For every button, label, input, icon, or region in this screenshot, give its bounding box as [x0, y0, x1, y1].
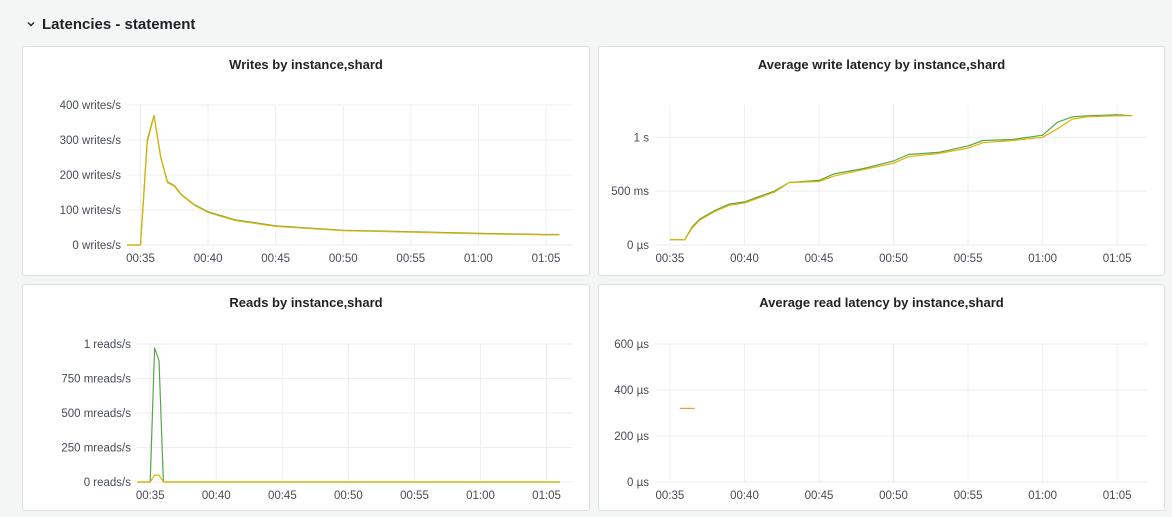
x-tick-label: 00:45 [805, 490, 834, 502]
x-tick-label: 01:00 [1028, 490, 1057, 502]
y-tick-label: 1 reads/s [84, 339, 132, 351]
row-header-latencies-statement[interactable]: Latencies - statement [26, 12, 195, 36]
x-tick-label: 01:05 [532, 490, 561, 502]
x-tick-label: 00:40 [194, 253, 223, 265]
series-line-1 [669, 115, 1133, 241]
y-tick-label: 500 mreads/s [61, 408, 131, 420]
y-tick-label: 1 s [634, 132, 650, 144]
series-line-0 [669, 114, 1133, 241]
x-tick-label: 01:00 [464, 253, 493, 265]
x-tick-label: 00:55 [396, 253, 425, 265]
x-tick-label: 00:35 [656, 253, 685, 265]
row-title: Latencies - statement [42, 15, 196, 33]
chart-writes: 0 writes/s 100 writes/s 200 writes/s 300 wr… [60, 100, 573, 265]
panel-title[interactable]: Average read latency by instance,shard [759, 295, 1004, 310]
y-tick-label: 200 µs [614, 431, 649, 443]
series-line-1 [127, 115, 560, 246]
y-tick-label: 100 writes/s [60, 205, 122, 217]
x-tick-label: 00:50 [334, 490, 363, 502]
y-tick-label: 750 mreads/s [61, 374, 131, 386]
chevron-down-icon [27, 22, 35, 27]
series-line-1 [137, 474, 560, 483]
x-tick-label: 00:35 [126, 253, 155, 265]
x-tick-label: 00:45 [261, 253, 290, 265]
y-tick-label: 0 reads/s [84, 477, 132, 489]
panel-title[interactable]: Writes by instance,shard [229, 57, 383, 72]
x-tick-label: 00:50 [879, 253, 908, 265]
panel-title[interactable]: Reads by instance,shard [229, 295, 383, 310]
x-tick-label: 00:55 [954, 490, 983, 502]
chart-reads: 0 reads/s 250 mreads/s 500 mreads/s 750 mre… [61, 339, 573, 502]
x-tick-label: 01:05 [532, 253, 561, 265]
x-tick-label: 01:05 [1103, 490, 1132, 502]
x-tick-label: 01:00 [1028, 253, 1057, 265]
chart-average-read-latency: 0 µs 200 µs 400 µs 600 µs 00:35 00:40 00:45 00:… [614, 339, 1147, 502]
y-tick-label: 500 ms [611, 186, 649, 198]
panel-reads-by-instance-shard[interactable]: Reads by instance,shard 0 reads/s 250 mre… [22, 284, 590, 511]
y-tick-label: 400 writes/s [60, 100, 122, 112]
panel-average-read-latency[interactable]: Average read latency by instance,shard 0… [598, 284, 1165, 511]
x-tick-label: 00:40 [730, 490, 759, 502]
x-tick-label: 01:05 [1103, 253, 1132, 265]
x-tick-label: 01:00 [466, 490, 495, 502]
y-tick-label: 300 writes/s [60, 135, 122, 147]
x-tick-label: 00:40 [730, 253, 759, 265]
x-tick-label: 00:50 [329, 253, 358, 265]
x-tick-label: 00:45 [805, 253, 834, 265]
x-tick-label: 00:55 [400, 490, 429, 502]
panel-writes-by-instance-shard[interactable]: Writes by instance,shard 0 writes/s 100 w… [22, 46, 590, 276]
x-tick-label: 00:40 [202, 490, 231, 502]
y-tick-label: 200 writes/s [60, 170, 122, 182]
x-tick-label: 00:55 [954, 253, 983, 265]
x-tick-label: 00:45 [268, 490, 297, 502]
panel-average-write-latency[interactable]: Average write latency by instance,shard … [598, 46, 1165, 276]
y-tick-label: 0 writes/s [72, 240, 121, 252]
y-tick-label: 0 µs [627, 240, 649, 252]
y-tick-label: 0 µs [627, 477, 649, 489]
y-tick-label: 400 µs [614, 385, 649, 397]
panel-title[interactable]: Average write latency by instance,shard [757, 57, 1006, 72]
chart-average-write-latency: 0 µs 500 ms 1 s 00:35 00:40 00:45 00:50 00:55 01… [611, 105, 1147, 265]
y-tick-label: 600 µs [614, 339, 649, 351]
y-tick-label: 250 mreads/s [61, 443, 131, 455]
x-tick-label: 00:35 [136, 490, 165, 502]
x-tick-label: 00:50 [879, 490, 908, 502]
x-tick-label: 00:35 [656, 490, 685, 502]
